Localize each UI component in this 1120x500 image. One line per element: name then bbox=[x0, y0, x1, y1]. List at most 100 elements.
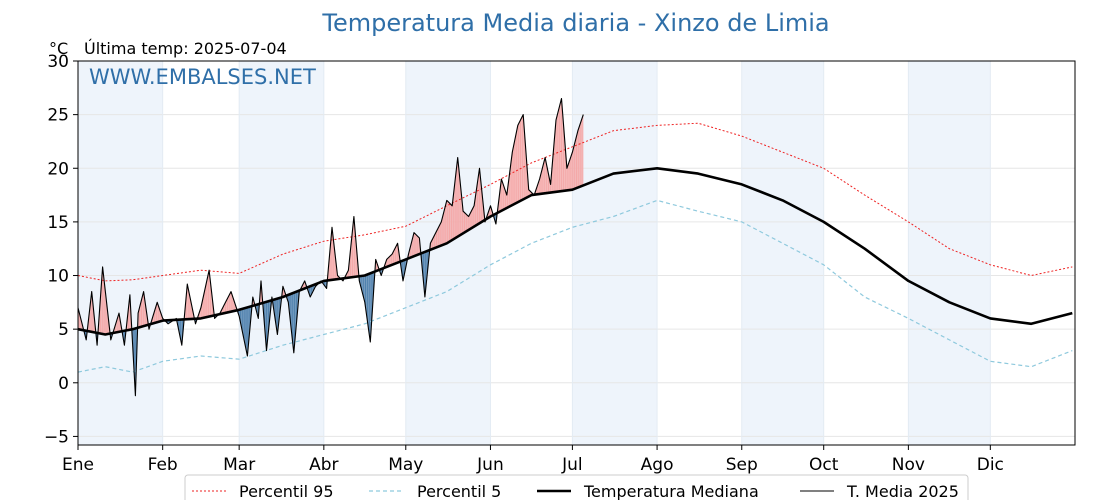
above-median-fill bbox=[386, 258, 388, 267]
above-median-fill bbox=[435, 232, 436, 248]
above-median-fill bbox=[505, 191, 507, 209]
above-median-fill bbox=[476, 182, 478, 225]
above-median-fill bbox=[477, 177, 479, 225]
above-median-fill bbox=[540, 173, 541, 194]
above-median-fill bbox=[571, 152, 573, 190]
series-median-line bbox=[77, 167, 1073, 336]
above-median-fill bbox=[508, 173, 510, 207]
above-median-fill bbox=[232, 295, 234, 312]
above-median-fill bbox=[394, 248, 395, 264]
above-median-fill bbox=[515, 132, 517, 204]
above-median-fill bbox=[555, 119, 557, 192]
above-median-fill bbox=[450, 203, 451, 242]
above-median-fill bbox=[188, 290, 190, 320]
y-tick-label: 15 bbox=[47, 213, 69, 233]
above-median-fill bbox=[207, 276, 208, 318]
above-median-fill bbox=[469, 212, 471, 230]
above-median-fill bbox=[453, 187, 455, 240]
above-median-fill bbox=[207, 273, 209, 317]
x-tick-label: Sep bbox=[726, 455, 758, 475]
above-median-fill bbox=[439, 224, 440, 247]
above-median-fill bbox=[390, 255, 391, 266]
below-median-fill bbox=[325, 280, 326, 288]
above-median-fill bbox=[411, 237, 413, 258]
month-band bbox=[741, 61, 824, 445]
above-median-fill bbox=[448, 201, 449, 243]
above-median-fill bbox=[559, 103, 561, 192]
above-median-fill bbox=[187, 284, 188, 320]
above-median-fill bbox=[143, 291, 145, 327]
above-median-fill bbox=[562, 107, 563, 192]
below-median-fill bbox=[294, 292, 296, 346]
above-median-fill bbox=[510, 157, 512, 206]
above-median-fill bbox=[203, 292, 205, 318]
x-tick-label: Jun bbox=[476, 455, 504, 475]
above-median-fill bbox=[388, 256, 390, 267]
below-median-fill bbox=[370, 273, 371, 343]
above-median-fill bbox=[560, 98, 562, 192]
above-median-fill bbox=[469, 213, 470, 230]
y-tick-label: −5 bbox=[44, 427, 69, 447]
below-median-fill bbox=[247, 307, 249, 356]
above-median-fill bbox=[581, 116, 583, 186]
above-median-fill bbox=[138, 307, 140, 328]
above-median-fill bbox=[543, 162, 544, 194]
above-median-fill bbox=[432, 237, 434, 249]
above-median-fill bbox=[228, 294, 230, 313]
above-median-fill bbox=[351, 229, 353, 278]
below-median-fill bbox=[180, 319, 182, 342]
y-tick-label: 5 bbox=[58, 320, 69, 340]
below-median-fill bbox=[291, 293, 293, 341]
above-median-fill bbox=[225, 301, 227, 313]
below-median-fill bbox=[293, 292, 295, 353]
below-median-fill bbox=[245, 307, 247, 353]
above-median-fill bbox=[438, 225, 440, 247]
above-median-fill bbox=[141, 296, 143, 327]
month-band bbox=[78, 61, 163, 445]
above-median-fill bbox=[467, 215, 468, 231]
above-median-fill bbox=[90, 291, 92, 332]
above-median-fill bbox=[116, 317, 118, 333]
below-median-fill bbox=[291, 293, 292, 334]
above-median-fill bbox=[562, 115, 564, 191]
above-median-fill bbox=[476, 187, 477, 226]
below-median-fill bbox=[246, 307, 248, 356]
above-median-fill bbox=[228, 295, 229, 313]
above-median-fill bbox=[521, 115, 523, 201]
below-median-fill bbox=[242, 308, 244, 337]
above-median-fill bbox=[541, 168, 543, 194]
above-median-fill bbox=[202, 295, 204, 318]
above-median-fill bbox=[468, 215, 470, 230]
below-median-fill bbox=[276, 298, 277, 330]
above-median-fill bbox=[509, 168, 511, 207]
above-median-fill bbox=[579, 122, 581, 187]
y-tick-label: 20 bbox=[47, 159, 69, 179]
above-median-fill bbox=[474, 201, 475, 227]
above-median-fill bbox=[502, 183, 504, 211]
below-median-fill bbox=[243, 308, 244, 340]
above-median-fill bbox=[471, 209, 473, 229]
below-median-fill bbox=[244, 308, 246, 347]
below-median-fill bbox=[241, 308, 243, 333]
above-median-fill bbox=[572, 149, 574, 190]
x-axis: Ene Feb Mar Abr May Jun Jul Ago Sep Oct Nov Dic bbox=[62, 445, 1004, 475]
above-median-fill bbox=[578, 126, 580, 188]
above-median-fill bbox=[569, 158, 571, 191]
above-median-fill bbox=[478, 172, 479, 225]
above-median-fill bbox=[204, 288, 206, 318]
above-median-fill bbox=[467, 215, 469, 231]
legend-label-p5: Percentil 5 bbox=[417, 482, 501, 500]
above-median-fill bbox=[224, 302, 226, 314]
above-median-fill bbox=[205, 282, 207, 318]
above-median-fill bbox=[452, 199, 453, 240]
above-median-fill bbox=[396, 244, 397, 264]
above-median-fill bbox=[480, 174, 481, 223]
above-median-fill bbox=[458, 164, 460, 237]
above-median-fill bbox=[450, 204, 452, 241]
above-median-fill bbox=[388, 257, 389, 267]
above-median-fill bbox=[473, 205, 475, 228]
x-tick-label: May bbox=[388, 455, 423, 475]
above-median-fill bbox=[451, 205, 453, 241]
above-median-fill bbox=[570, 156, 572, 190]
above-median-fill bbox=[522, 114, 524, 200]
